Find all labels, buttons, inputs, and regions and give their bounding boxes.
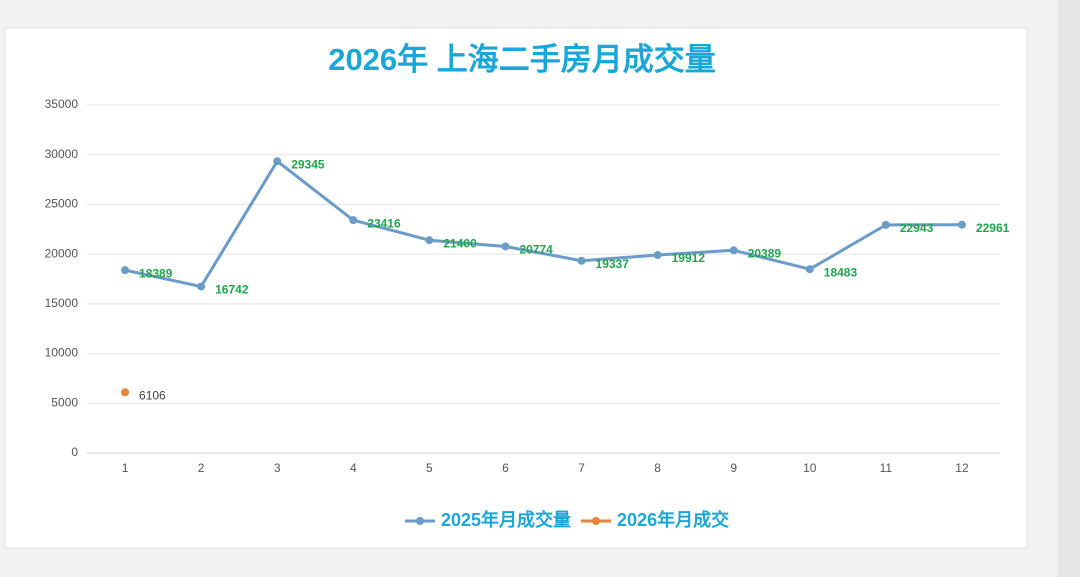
x-tick-label: 6 (502, 461, 509, 475)
y-tick-label: 15000 (45, 296, 79, 310)
y-tick-label: 35000 (45, 97, 79, 111)
data-label: 20774 (519, 243, 553, 257)
legend-swatch-dot (592, 517, 601, 525)
x-tick-label: 2 (198, 461, 205, 475)
data-label: 29345 (291, 157, 325, 171)
data-label: 19912 (672, 251, 706, 265)
x-tick-label: 4 (350, 461, 357, 475)
data-label: 18483 (824, 265, 858, 279)
data-label: 18389 (139, 266, 173, 280)
point (957, 220, 966, 229)
point (121, 266, 130, 275)
data-label: 6106 (139, 388, 166, 402)
legend-label: 2025年月成交量 (441, 509, 571, 530)
data-label: 23416 (367, 216, 401, 230)
chart-title: 2026年 上海二手房月成交量 (328, 42, 716, 77)
legend-swatch-dot (416, 517, 424, 525)
data-label: 16742 (215, 283, 249, 297)
series-line (124, 159, 962, 289)
y-tick-label: 25000 (45, 197, 79, 211)
point (349, 216, 358, 225)
chart-card (4, 27, 1028, 549)
y-tick-label: 0 (71, 445, 78, 459)
x-tick-label: 5 (426, 461, 433, 475)
point (501, 242, 510, 251)
point (577, 256, 586, 265)
x-tick-label: 12 (955, 461, 969, 475)
data-label: 22961 (976, 221, 1010, 235)
data-label: 21400 (443, 236, 477, 250)
x-tick-label: 8 (654, 461, 661, 475)
point (121, 388, 130, 397)
side-strip (1058, 0, 1080, 577)
point (425, 236, 434, 245)
y-tick-label: 5000 (51, 395, 78, 409)
y-tick-label: 20000 (45, 246, 79, 260)
data-label: 20389 (748, 246, 782, 260)
point (729, 246, 738, 255)
data-label: 19337 (596, 257, 630, 271)
x-tick-label: 11 (880, 461, 893, 475)
x-tick-label: 1 (122, 461, 129, 475)
x-tick-label: 3 (274, 461, 281, 475)
point (653, 251, 662, 260)
x-tick-label: 7 (578, 461, 585, 475)
legend-label: 2026年月成交 (617, 509, 729, 530)
x-tick-label: 10 (803, 461, 817, 475)
data-label: 22943 (900, 221, 934, 235)
x-tick-label: 9 (730, 461, 737, 475)
point (197, 282, 206, 291)
y-tick-label: 10000 (45, 346, 79, 360)
point (273, 157, 282, 166)
point (881, 220, 890, 229)
point (805, 265, 814, 274)
y-tick-label: 30000 (45, 147, 79, 161)
